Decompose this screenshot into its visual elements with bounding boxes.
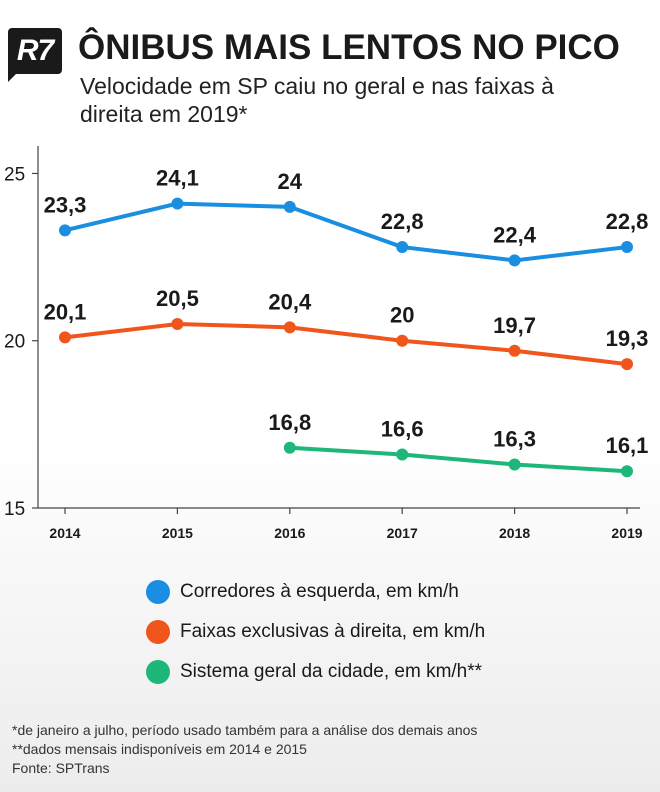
data-point-faixas — [621, 358, 633, 371]
data-label-corredores: 22,8 — [606, 209, 649, 234]
data-point-faixas — [59, 331, 71, 344]
data-point-corredores — [171, 197, 184, 210]
legend-item-faixas: Faixas exclusivas à direita, em km/h — [146, 612, 485, 652]
source-note: Fonte: SPTrans — [12, 760, 110, 776]
data-label-corredores: 23,3 — [44, 192, 87, 217]
data-label-corredores: 22,4 — [493, 222, 537, 247]
series-line-corredores — [64, 201, 628, 263]
data-label-sistema: 16,6 — [381, 416, 424, 441]
legend-dot-faixas — [146, 620, 170, 644]
x-tick-label: 2015 — [162, 525, 193, 541]
y-tick-label: 25 — [4, 164, 25, 185]
data-label-sistema: 16,8 — [268, 410, 311, 435]
data-point-sistema — [283, 441, 296, 454]
data-label-faixas: 20,5 — [156, 286, 199, 311]
footnote-period: *de janeiro a julho, período usado també… — [12, 722, 478, 738]
data-point-faixas — [171, 318, 184, 330]
x-tick-label: 2014 — [49, 525, 80, 541]
chart-subtitle: Velocidade em SP caiu no geral e nas fai… — [80, 73, 554, 127]
legend-dot-corredores — [146, 580, 170, 604]
footnotes: *de janeiro a julho, período usado també… — [12, 721, 477, 778]
data-point-corredores — [59, 224, 71, 237]
data-label-faixas: 19,7 — [493, 313, 536, 338]
legend-dot-sistema — [146, 660, 170, 684]
series-line-faixas — [64, 322, 628, 367]
data-point-sistema — [508, 458, 521, 471]
data-point-faixas — [283, 321, 296, 334]
data-label-sistema: 16,1 — [606, 433, 649, 458]
y-tick-label: 20 — [4, 332, 25, 353]
data-label-corredores: 24 — [278, 169, 303, 194]
series-line-sistema — [289, 445, 628, 474]
data-label-sistema: 16,3 — [493, 427, 536, 452]
data-label-faixas: 20,4 — [268, 289, 312, 314]
x-tick-label: 2019 — [611, 525, 642, 541]
x-tick-label: 2018 — [499, 525, 530, 541]
data-label-faixas: 19,3 — [606, 326, 649, 351]
line-chart: 15 20 25 2014 2015 2016 2017 2018 2019 23,3 24,1 24… — [4, 146, 649, 541]
legend-item-sistema: Sistema geral da cidade, em km/h** — [146, 652, 485, 692]
x-tick-label: 2017 — [387, 525, 418, 541]
legend-label-corredores: Corredores à esquerda, em km/h — [180, 581, 459, 602]
x-tick-label: 2016 — [274, 525, 305, 541]
r7-logo: R7 — [8, 28, 62, 74]
data-point-corredores — [396, 241, 409, 254]
r7-logo-tail — [8, 72, 18, 82]
data-label-faixas: 20 — [390, 303, 414, 328]
data-point-corredores — [283, 200, 296, 213]
data-label-corredores: 24,1 — [156, 166, 199, 191]
data-point-sistema — [396, 448, 409, 461]
data-point-faixas — [508, 344, 521, 357]
legend: Corredores à esquerda, em km/h Faixas ex… — [146, 572, 485, 692]
data-point-corredores — [508, 254, 521, 267]
legend-label-faixas: Faixas exclusivas à direita, em km/h — [180, 621, 486, 642]
y-tick-label: 15 — [4, 499, 25, 520]
data-point-corredores — [621, 241, 633, 254]
footnote-missing-data: **dados mensais indisponíveis em 2014 e … — [12, 741, 307, 757]
legend-item-corredores: Corredores à esquerda, em km/h — [146, 572, 485, 612]
data-label-corredores: 22,8 — [381, 209, 424, 234]
data-label-faixas: 20,1 — [44, 299, 87, 324]
chart-title: ÔNIBUS MAIS LENTOS NO PICO — [78, 28, 620, 67]
data-point-sistema — [621, 465, 633, 478]
legend-label-sistema: Sistema geral da cidade, em km/h** — [180, 661, 483, 682]
data-point-faixas — [396, 334, 409, 347]
